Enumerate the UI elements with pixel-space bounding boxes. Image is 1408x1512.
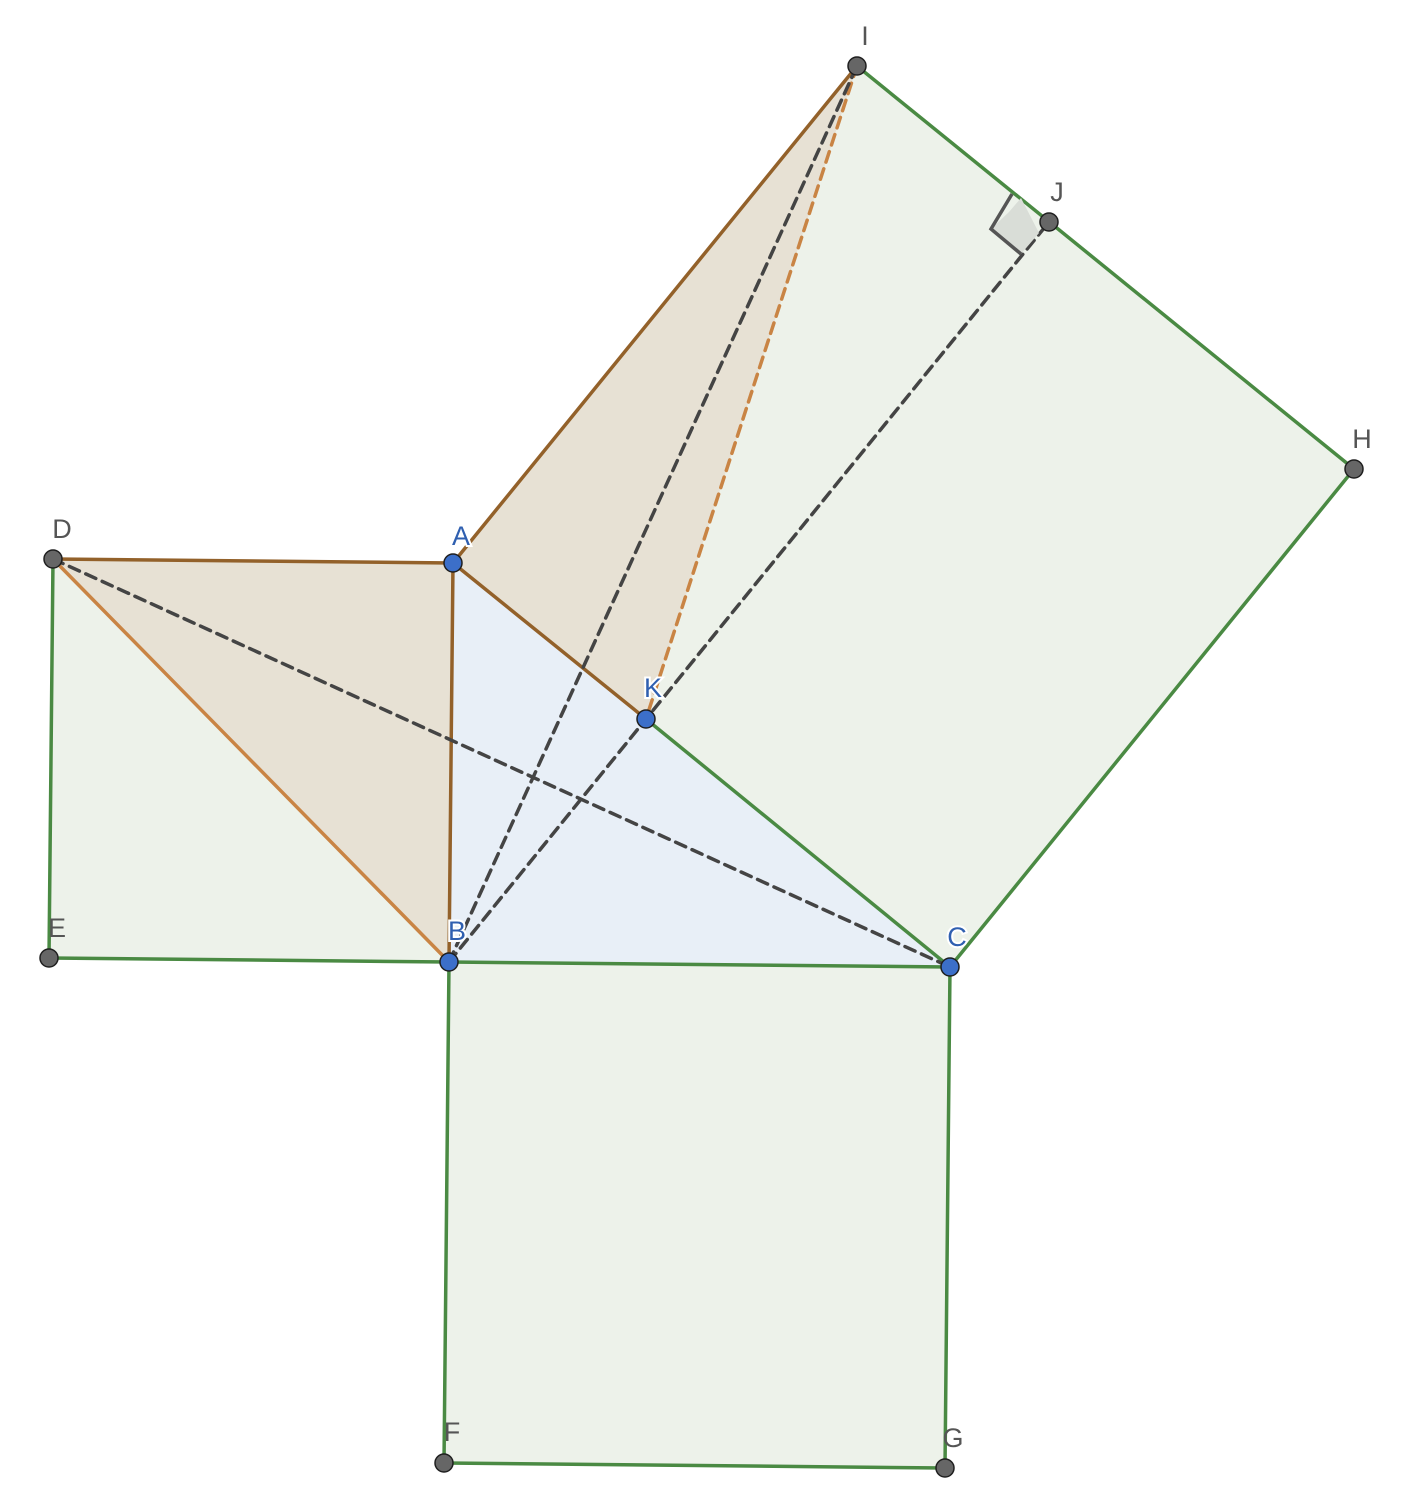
segments <box>47 64 1356 1470</box>
segment-C-H <box>948 467 1356 969</box>
segment-B-C <box>447 960 952 969</box>
segment-F-G <box>442 1461 947 1470</box>
segment-A-B <box>447 561 455 964</box>
label-I: I <box>861 21 869 51</box>
point-E[interactable] <box>39 948 59 968</box>
label-G: G <box>942 1423 963 1453</box>
point-I[interactable] <box>847 56 867 76</box>
segment-D-A <box>51 557 455 565</box>
point-H[interactable] <box>1344 459 1364 479</box>
segment-D-C <box>51 557 952 969</box>
label-F: F <box>444 1417 461 1447</box>
segment-G-C <box>943 965 952 1470</box>
point-D[interactable] <box>43 549 63 569</box>
point-J[interactable] <box>1039 212 1059 232</box>
segment-H-I <box>855 64 1356 471</box>
point-K[interactable] <box>636 709 656 729</box>
segment-E-B <box>47 956 451 964</box>
label-K: K <box>644 673 662 703</box>
segment-D-E <box>47 557 55 960</box>
segment-B-J <box>447 220 1051 964</box>
point-B[interactable] <box>439 952 459 972</box>
point-C[interactable] <box>940 957 960 977</box>
square-BCGF <box>444 962 950 1468</box>
label-B: B <box>448 916 466 946</box>
segment-B-F <box>442 960 451 1465</box>
label-A: A <box>452 521 470 551</box>
point-A[interactable] <box>443 553 463 573</box>
right-angle-marker-group <box>988 193 1039 256</box>
label-C: C <box>947 922 967 952</box>
point-labels: A B C K D E F G H I J <box>48 21 1372 1453</box>
triangle-AKI <box>453 66 857 719</box>
right-angle-marker-fill <box>991 198 1039 254</box>
label-D: D <box>52 514 72 544</box>
label-H: H <box>1352 424 1372 454</box>
label-J: J <box>1050 177 1064 207</box>
point-F[interactable] <box>434 1453 454 1473</box>
points <box>39 56 1364 1478</box>
segment-B-I <box>447 64 859 964</box>
point-G[interactable] <box>935 1458 955 1478</box>
segment-K-C <box>644 717 952 969</box>
right-angle-marker <box>988 193 1023 256</box>
label-E: E <box>48 913 66 943</box>
segment-I-K <box>644 64 859 721</box>
filled-regions <box>49 66 1354 1468</box>
segment-A-K <box>451 561 648 721</box>
segment-D-B <box>51 557 451 964</box>
segment-A-I <box>451 64 859 565</box>
